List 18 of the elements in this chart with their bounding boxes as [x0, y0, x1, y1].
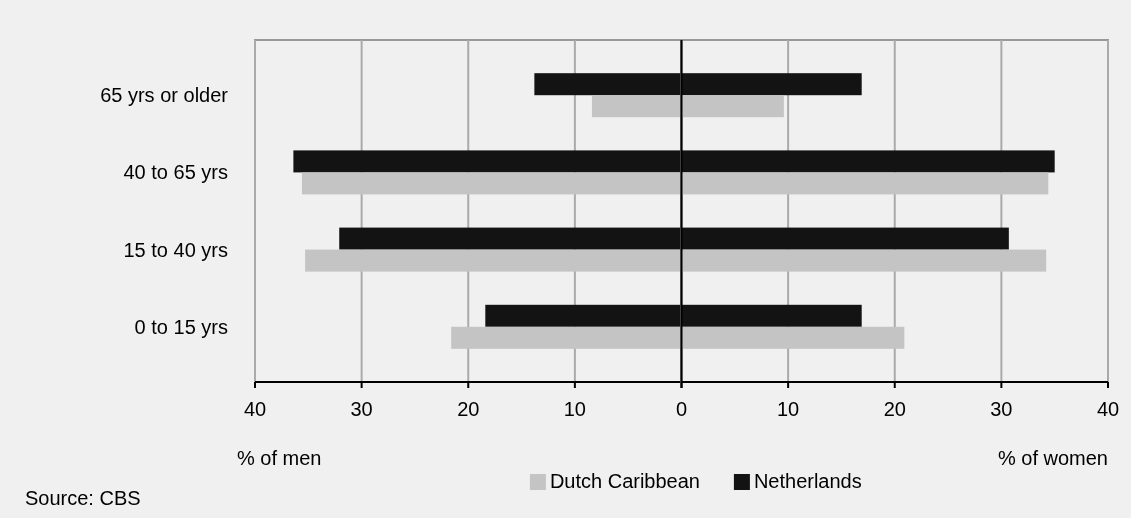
source-note: Source: CBS [25, 487, 141, 509]
legend-label: Dutch Caribbean [549, 470, 700, 492]
x-axis-title: % of women [997, 447, 1108, 469]
x-tick-label: 20 [457, 398, 480, 420]
y-tick-label: 65 yrs or older [100, 84, 229, 107]
x-tick-label: 0 [675, 398, 688, 420]
x-axis-title: % of men [237, 447, 322, 469]
legend-label: Netherlands [753, 470, 862, 492]
x-tick-label: 10 [777, 398, 800, 420]
y-tick-label: 0 to 15 yrs [134, 315, 228, 338]
x-tick-label: 30 [990, 398, 1013, 420]
y-tick-label: 40 to 65 yrs [123, 161, 228, 184]
x-tick-label: 40 [243, 398, 267, 420]
x-tick-label: 20 [883, 398, 906, 420]
x-tick-label: 30 [350, 398, 373, 420]
x-tick-label: 10 [563, 398, 586, 420]
y-tick-label: 15 to 40 yrs [123, 238, 228, 261]
x-tick-label: 40 [1096, 398, 1120, 420]
